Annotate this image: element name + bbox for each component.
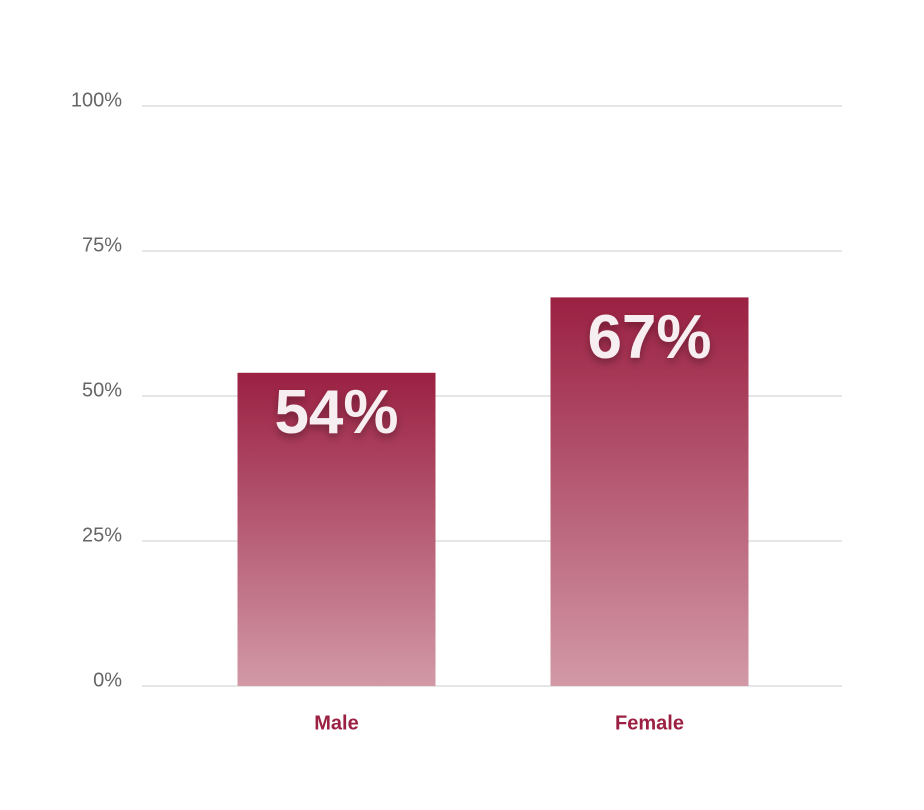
value-label: 54% bbox=[274, 378, 398, 447]
bar bbox=[237, 372, 436, 686]
bar bbox=[550, 297, 749, 686]
y-tick-label: 50% bbox=[82, 379, 122, 401]
y-tick-label: 25% bbox=[82, 524, 122, 546]
x-tick-label: Female bbox=[615, 712, 684, 734]
y-tick-label: 75% bbox=[82, 234, 122, 256]
y-tick-label: 0% bbox=[93, 669, 122, 691]
y-tick-label: 100% bbox=[71, 89, 122, 111]
x-tick-label: Male bbox=[314, 712, 358, 734]
value-label: 67% bbox=[587, 303, 711, 372]
